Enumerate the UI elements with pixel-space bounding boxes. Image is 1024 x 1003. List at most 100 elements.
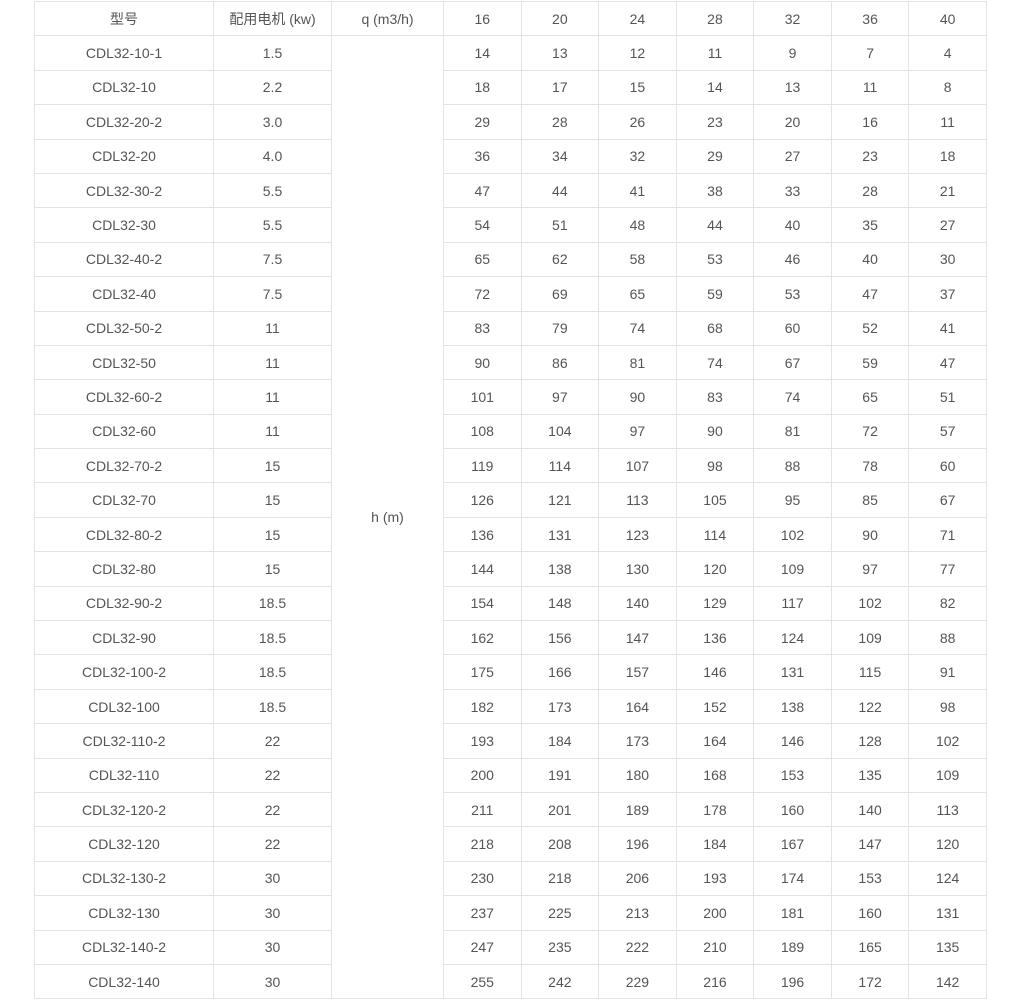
head-value-cell: 120 [675, 551, 755, 587]
head-value-cell: 97 [830, 551, 910, 587]
head-value-cell: 11 [830, 69, 910, 106]
head-value-cell: 138 [520, 551, 600, 587]
table-row: CDL32-130 30 237 225 213 200 181 160 131 [34, 895, 987, 931]
head-value-cell: 206 [598, 860, 677, 897]
head-value-cell: 17 [520, 69, 600, 106]
table-row: CDL32-130-2 30 230 218 206 193 174 153 124 [34, 860, 987, 897]
head-value-cell: 123 [598, 516, 677, 553]
motor-cell: 15 [213, 482, 332, 518]
head-value-cell: 154 [443, 585, 522, 622]
head-value-cell: 15 [598, 69, 677, 106]
motor-cell: 18.5 [213, 688, 332, 725]
model-cell: CDL32-30 [34, 207, 214, 243]
head-value-cell: 175 [443, 654, 522, 690]
table-row: CDL32-30-2 5.5 47 44 41 38 33 28 21 [34, 172, 987, 209]
head-value-cell: 35 [830, 207, 910, 243]
head-value-cell: 27 [753, 138, 832, 174]
head-value-cell: 26 [598, 104, 677, 140]
head-value-cell: 196 [598, 826, 677, 862]
head-value-cell: 147 [830, 826, 910, 862]
model-cell: CDL32-10 [34, 69, 214, 106]
header-flow-value: 20 [520, 0, 600, 37]
head-value-cell: 69 [520, 276, 600, 312]
table-row: CDL32-140-2 30 247 235 222 210 189 165 135 [34, 929, 987, 965]
head-value-cell: 40 [830, 241, 910, 278]
head-value-cell: 230 [443, 860, 522, 897]
motor-cell: 5.5 [213, 172, 332, 209]
head-value-cell: 135 [908, 929, 987, 965]
head-value-cell: 131 [753, 654, 832, 690]
head-value-cell: 90 [830, 516, 910, 553]
table-row: CDL32-80 15 144 138 130 120 109 97 77 [34, 551, 987, 587]
head-value-cell: 78 [830, 448, 910, 484]
motor-cell: 11 [213, 344, 332, 381]
head-value-cell: 7 [830, 35, 910, 71]
head-value-cell: 21 [908, 172, 987, 209]
head-value-cell: 13 [753, 69, 832, 106]
head-value-cell: 136 [443, 516, 522, 553]
motor-cell: 18.5 [213, 620, 332, 656]
head-value-cell: 210 [675, 929, 755, 965]
head-value-cell: 173 [598, 723, 677, 759]
head-value-cell: 146 [753, 723, 832, 759]
head-value-cell: 165 [830, 929, 910, 965]
head-value-cell: 200 [443, 757, 522, 793]
head-value-cell: 168 [675, 757, 755, 793]
head-value-cell: 88 [908, 620, 987, 656]
head-value-cell: 126 [443, 482, 522, 518]
head-value-cell: 140 [830, 791, 910, 828]
head-value-cell: 136 [675, 620, 755, 656]
head-value-cell: 74 [598, 310, 677, 346]
motor-cell: 3.0 [213, 104, 332, 140]
head-value-cell: 142 [908, 963, 987, 1000]
head-value-cell: 135 [830, 757, 910, 793]
table-row: CDL32-110-2 22 193 184 173 164 146 128 102 [34, 723, 987, 759]
head-value-cell: 144 [443, 551, 522, 587]
head-value-cell: 148 [520, 585, 600, 622]
table-row: CDL32-40-2 7.5 65 62 58 53 46 40 30 [34, 241, 987, 278]
head-value-cell: 162 [443, 620, 522, 656]
head-value-cell: 83 [443, 310, 522, 346]
head-value-cell: 102 [908, 723, 987, 759]
head-value-cell: 4 [908, 35, 987, 71]
head-value-cell: 28 [520, 104, 600, 140]
header-flow-value: 28 [675, 0, 755, 37]
head-value-cell: 128 [830, 723, 910, 759]
head-value-cell: 229 [598, 963, 677, 1000]
head-value-cell: 105 [675, 482, 755, 518]
header-flow-value: 40 [908, 0, 987, 37]
head-value-cell: 152 [675, 688, 755, 725]
head-value-cell: 178 [675, 791, 755, 828]
head-value-cell: 160 [753, 791, 832, 828]
model-cell: CDL32-90-2 [34, 585, 214, 622]
head-value-cell: 9 [753, 35, 832, 71]
head-value-cell: 53 [675, 241, 755, 278]
head-value-cell: 193 [443, 723, 522, 759]
table-row: CDL32-60 11 108 104 97 90 81 72 57 [34, 413, 987, 450]
header-model: 型号 [34, 0, 214, 37]
head-value-cell: 65 [598, 276, 677, 312]
table-row: CDL32-110 22 200 191 180 168 153 135 109 [34, 757, 987, 793]
head-value-cell: 121 [520, 482, 600, 518]
head-value-cell: 68 [675, 310, 755, 346]
model-cell: CDL32-60 [34, 413, 214, 450]
head-value-cell: 157 [598, 654, 677, 690]
head-value-cell: 109 [908, 757, 987, 793]
head-value-cell: 60 [908, 448, 987, 484]
head-value-cell: 247 [443, 929, 522, 965]
head-value-cell: 67 [753, 344, 832, 381]
head-value-cell: 38 [675, 172, 755, 209]
head-value-cell: 23 [830, 138, 910, 174]
head-value-cell: 30 [908, 241, 987, 278]
table-row: CDL32-10-1 1.5 h (m) 14 13 12 11 9 7 4 [34, 35, 987, 1000]
head-value-cell: 90 [443, 344, 522, 381]
head-value-cell: 57 [908, 413, 987, 450]
table-row: CDL32-50-2 11 83 79 74 68 60 52 41 [34, 310, 987, 346]
motor-cell: 11 [213, 413, 332, 450]
head-value-cell: 160 [830, 895, 910, 931]
model-cell: CDL32-140 [34, 963, 214, 1000]
motor-cell: 22 [213, 723, 332, 759]
head-value-cell: 14 [443, 35, 522, 71]
head-value-cell: 107 [598, 448, 677, 484]
head-value-cell: 235 [520, 929, 600, 965]
